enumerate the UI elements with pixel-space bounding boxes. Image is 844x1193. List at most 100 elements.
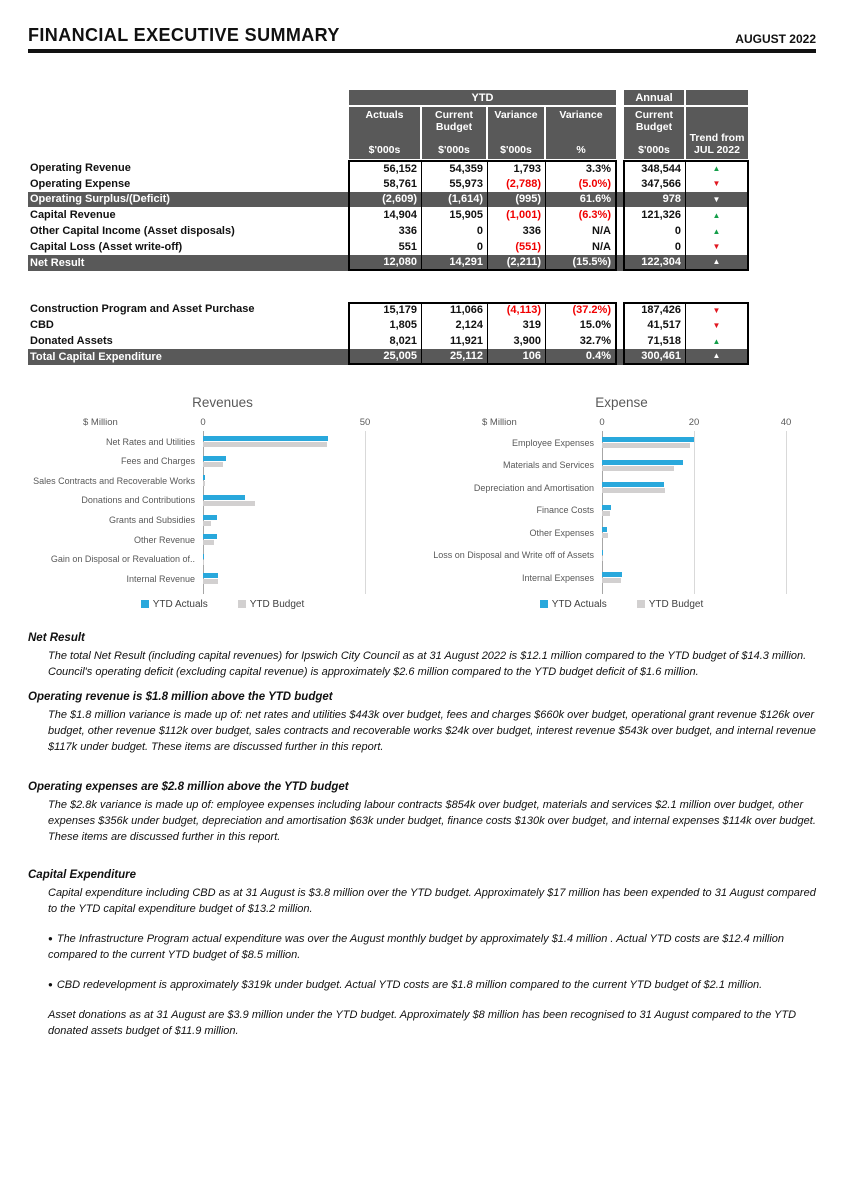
value-cell: 0.4% xyxy=(545,348,617,365)
summary-section: Operating revenue is $1.8 million above … xyxy=(28,691,816,755)
chart-category-row: Finance Costs xyxy=(427,499,816,521)
bar-ytd-actuals xyxy=(203,436,329,442)
bar-ytd-budget xyxy=(203,500,255,506)
bar-ytd-actuals xyxy=(602,459,684,465)
value-cell: 55,973 xyxy=(421,175,487,192)
bar-zone xyxy=(602,432,816,454)
section-paragraph: The $2.8k variance is made up of: employ… xyxy=(48,798,816,843)
value-cell: 336 xyxy=(348,223,421,239)
legend-item: YTD Actuals xyxy=(539,599,607,610)
value-cell: 978 xyxy=(623,191,685,208)
col-header-current-budget: Current Budget $'000s xyxy=(421,106,487,160)
row-label: Donated Assets xyxy=(30,335,113,348)
value-cell: 348,544 xyxy=(623,160,685,176)
trend-up-icon: ▲ xyxy=(685,348,749,365)
bar-ytd-actuals xyxy=(602,504,612,510)
bar-zone xyxy=(203,510,417,530)
bar-rows: Employee Expenses Materials and Services D… xyxy=(427,432,816,589)
chart-category-row: Gain on Disposal or Revaluation of.. xyxy=(28,550,417,570)
value-cell: 106 xyxy=(487,348,545,365)
chart-category-row: Employee Expenses xyxy=(427,432,816,454)
bullet-icon: ● xyxy=(48,979,53,989)
bar-zone xyxy=(602,499,816,521)
category-label: Gain on Disposal or Revaluation of.. xyxy=(50,554,195,565)
value-cell: (2,788) xyxy=(487,175,545,192)
section-bullet: ● The Infrastructure Program actual expen… xyxy=(48,932,785,961)
trend-down-icon: ▼ xyxy=(685,238,749,255)
col-header-unit: $'000s xyxy=(500,143,532,156)
legend-label: YTD Budget xyxy=(249,598,305,610)
axis-tick: 40 xyxy=(780,416,792,428)
section-bullet: ● CBD redevelopment is approximately $319… xyxy=(48,978,763,991)
col-header-text: Trend from JUL 2022 xyxy=(689,131,745,156)
bar-ytd-actuals xyxy=(602,572,622,577)
table-row: Total Capital Expenditure 25,005 25,112 106… xyxy=(28,348,816,365)
category-label: Fees and Charges xyxy=(120,456,195,467)
category-label: Internal Expenses xyxy=(521,572,594,583)
bar-ytd-budget xyxy=(203,442,327,448)
table-row: Construction Program and Asset Purchase 1… xyxy=(28,301,816,318)
bullet-icon: ● xyxy=(48,933,53,943)
sections: Net Result The total Net Result (includin… xyxy=(28,632,816,1039)
value-cell: 1,805 xyxy=(348,317,421,334)
chart-category-row: Loss on Disposal and Write off of Assets xyxy=(427,544,816,566)
value-cell: N/A xyxy=(545,238,617,255)
trend-up-icon: ▲ xyxy=(685,223,749,239)
value-cell: (1,001) xyxy=(487,207,545,224)
trend-up-icon: ▲ xyxy=(685,207,749,224)
row-label: CBD xyxy=(30,319,54,332)
axis-tick: 0 xyxy=(599,416,605,428)
value-cell: 8,021 xyxy=(348,333,421,349)
header-spacer xyxy=(28,106,348,160)
bar-zone xyxy=(203,432,417,452)
value-cell: 319 xyxy=(487,317,545,334)
value-cell: 0 xyxy=(623,223,685,239)
value-cell: 71,518 xyxy=(623,333,685,349)
col-header-unit: % xyxy=(576,143,586,156)
table-row: Donated Assets 8,021 11,921 3,900 32.7% 71,51… xyxy=(28,333,816,349)
value-cell: (37.2%) xyxy=(545,301,617,318)
summary-section: Operating expenses are $2.8 million abov… xyxy=(28,781,816,845)
axis-tick: 50 xyxy=(359,416,371,428)
value-cell: 0 xyxy=(421,223,487,239)
section-paragraph: The $1.8 million variance is made up of:… xyxy=(48,708,816,753)
bar-ytd-budget xyxy=(203,579,218,585)
section-paragraph: Capital expenditure including CBD as at … xyxy=(48,886,816,915)
legend-swatch xyxy=(539,600,548,609)
bar-ytd-actuals xyxy=(203,534,217,540)
row-label: Operating Surplus/(Deficit) xyxy=(28,191,348,208)
summary-section: Capital Expenditure Capital expenditure i… xyxy=(28,869,816,1039)
bar-zone xyxy=(203,451,417,471)
category-label: Sales Contracts and Recoverable Works xyxy=(33,475,195,486)
summary-section: Net Result The total Net Result (includin… xyxy=(28,632,816,680)
value-cell: 11,066 xyxy=(421,301,487,318)
table-row: Net Result 12,080 14,291 (2,211) (15.5%) 122,… xyxy=(28,254,816,271)
section-paragraph: Asset donations as at 31 August are $3.9… xyxy=(48,1008,797,1037)
col-header-text: Current Budget xyxy=(635,109,673,134)
value-cell: 2,124 xyxy=(421,317,487,334)
bar-zone xyxy=(602,454,816,476)
value-cell: 14,904 xyxy=(348,207,421,224)
gridline xyxy=(365,430,366,594)
value-cell: 61.6% xyxy=(545,191,617,208)
value-cell: (4,113) xyxy=(487,301,545,318)
col-header-text: Variance xyxy=(559,109,603,121)
trend-down-icon: ▼ xyxy=(685,317,749,334)
value-cell: 12,080 xyxy=(348,254,421,271)
table-row: Operating Surplus/(Deficit) (2,609) (1,614… xyxy=(28,191,816,208)
chart-category-row: Other Revenue xyxy=(28,530,417,550)
gridline xyxy=(786,430,787,594)
value-cell: 11,921 xyxy=(421,333,487,349)
row-label: Total Capital Expenditure xyxy=(28,348,348,365)
row-label: Other Capital Income (Asset disposals) xyxy=(30,225,235,238)
trend-down-icon: ▼ xyxy=(685,191,749,208)
legend-item: YTD Actuals xyxy=(140,599,208,610)
table-row: Other Capital Income (Asset disposals) 33… xyxy=(28,223,816,239)
charts-section: Revenues $ Million 0 50 Net Rates and Uti… xyxy=(28,395,816,610)
category-label: Grants and Subsidies xyxy=(108,515,195,526)
row-label: Operating Expense xyxy=(30,177,131,190)
chart-title: Expense xyxy=(595,394,648,410)
bar-ytd-actuals xyxy=(602,437,694,443)
value-cell: 0 xyxy=(623,238,685,255)
